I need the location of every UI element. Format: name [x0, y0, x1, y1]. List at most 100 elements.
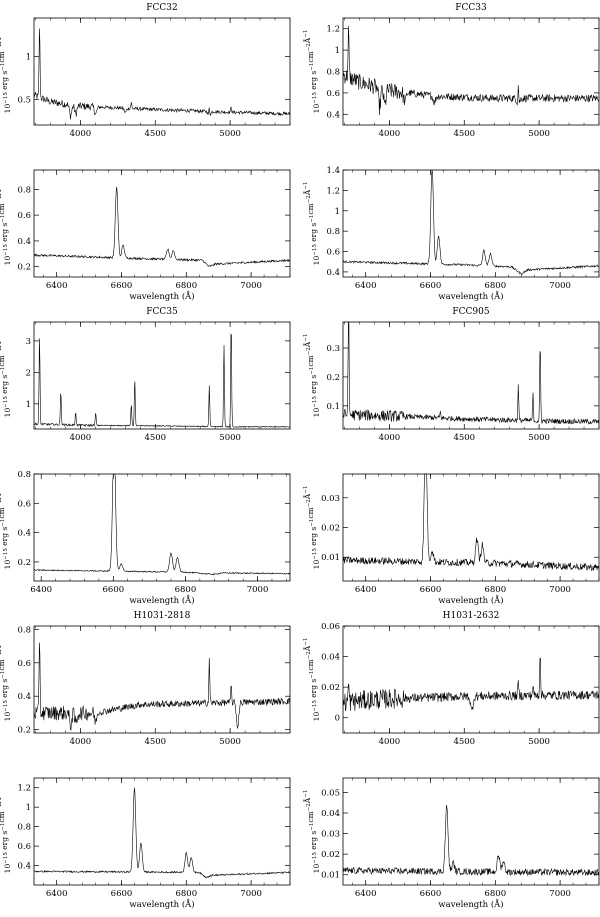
x-tick-label: 4000 — [379, 737, 401, 747]
y-tick-label: 0.1 — [326, 402, 340, 412]
y-tick-label: 0.8 — [326, 68, 340, 78]
y-label-part: −1 — [309, 63, 315, 71]
y-label-part: erg s — [309, 527, 318, 549]
x-tick-label: 4000 — [70, 129, 92, 139]
x-axis-label: wavelength (Å) — [438, 594, 503, 606]
x-tick-label: 4000 — [379, 129, 401, 139]
x-tick-label: 4500 — [144, 129, 166, 139]
y-label-part: −1 — [303, 30, 309, 38]
plot-frame — [342, 169, 600, 278]
y-tick-label: 0.8 — [17, 823, 31, 833]
x-tick-label: 6600 — [420, 889, 442, 899]
y-tick-label: 0.4 — [17, 862, 31, 872]
y-tick-label: 0.6 — [17, 842, 31, 852]
y-tick-label: 1.2 — [326, 25, 340, 35]
y-label-part: 10 — [312, 560, 321, 570]
y-label-part: −15 — [312, 244, 318, 256]
y-label-part: −2 — [306, 347, 312, 355]
y-label-part: 10 — [312, 712, 321, 722]
panel-title: H1031-2632 — [443, 611, 500, 621]
y-tick-label: 0.4 — [17, 529, 31, 539]
x-tick-label: 6600 — [420, 585, 442, 595]
y-axis-label: 10−15 erg s−1cm−2Å−1 — [303, 790, 321, 874]
spectrum-line — [33, 333, 291, 428]
y-label-part: −1 — [0, 519, 6, 527]
spectrum-line — [33, 186, 291, 268]
y-tick-label: 0.06 — [321, 622, 340, 632]
spectrum-line — [342, 657, 600, 712]
panel-title: H1031-2818 — [134, 611, 191, 621]
y-tick-label: 0.04 — [321, 653, 340, 663]
y-label-part: −2 — [0, 195, 3, 203]
y-tick-label: 0.02 — [321, 683, 340, 693]
panel-title: FCC33 — [455, 3, 487, 13]
y-label-part: 10 — [312, 104, 321, 114]
y-tick-label: 0.4 — [17, 237, 31, 247]
x-tick-label: 7000 — [247, 585, 269, 595]
y-label-part: −1 — [303, 638, 309, 646]
y-axis-label: 10−15 erg s−1cm−2Å−1 — [303, 486, 321, 570]
x-axis-label: wavelength (Å) — [129, 594, 194, 606]
y-label-part: erg s — [309, 375, 318, 397]
x-tick-label: 5000 — [528, 129, 550, 139]
y-tick-label: 1 — [26, 53, 31, 63]
x-tick-label: 6800 — [484, 889, 506, 899]
y-label-part: 10 — [312, 408, 321, 418]
x-tick-label: 6800 — [175, 585, 197, 595]
y-label-part: erg s — [0, 223, 9, 245]
y-axis-label: 10−15 erg s−1cm−2Å−1 — [0, 182, 12, 266]
x-tick-label: 5000 — [219, 433, 241, 443]
y-tick-label: 0.8 — [17, 470, 31, 480]
y-label-part: −15 — [3, 700, 9, 712]
y-label-part: −15 — [312, 852, 318, 864]
spectrum-line — [342, 473, 600, 571]
y-tick-label: 0.2 — [17, 263, 31, 273]
y-label-part: 10 — [312, 864, 321, 874]
x-tick-label: 5000 — [528, 737, 550, 747]
y-label-part: cm — [306, 659, 315, 670]
x-axis-label: wavelength (Å) — [438, 290, 503, 302]
y-label-part: −15 — [312, 92, 318, 104]
y-tick-label: 1.2 — [17, 784, 31, 794]
x-tick-label: 6800 — [175, 281, 197, 291]
y-label-part: −15 — [3, 548, 9, 560]
y-label-part: −1 — [309, 823, 315, 831]
y-tick-label: 0.3 — [326, 344, 340, 354]
plot-frame — [33, 473, 291, 582]
y-tick-label: 0.5 — [17, 95, 31, 105]
y-label-part: Å — [0, 493, 3, 500]
x-tick-label: 7000 — [240, 889, 262, 899]
y-label-part: −2 — [306, 803, 312, 811]
x-tick-label: 4500 — [453, 433, 475, 443]
y-label-part: erg s — [309, 71, 318, 93]
y-label-part: −1 — [303, 334, 309, 342]
y-label-part: −15 — [312, 700, 318, 712]
x-tick-label: 6600 — [111, 889, 133, 899]
y-label-part: cm — [0, 811, 6, 822]
y-tick-label: 0.6 — [17, 659, 31, 669]
y-label-part: Å — [303, 645, 312, 652]
y-label-part: cm — [0, 355, 6, 366]
y-label-part: −2 — [306, 195, 312, 203]
y-tick-label: 3 — [26, 337, 31, 347]
y-label-part: cm — [0, 659, 6, 670]
y-label-part: Å — [0, 797, 3, 804]
y-label-part: Å — [0, 341, 3, 348]
y-label-part: −1 — [0, 63, 6, 71]
y-label-part: erg s — [309, 679, 318, 701]
y-label-part: −15 — [3, 244, 9, 256]
y-label-part: Å — [0, 645, 3, 652]
y-label-part: −2 — [0, 347, 3, 355]
x-tick-label: 7000 — [549, 889, 571, 899]
y-label-part: −1 — [303, 182, 309, 190]
x-tick-label: 5000 — [219, 129, 241, 139]
x-tick-label: 6600 — [111, 281, 133, 291]
x-tick-label: 5000 — [219, 737, 241, 747]
y-label-part: −15 — [3, 852, 9, 864]
y-tick-label: 1.4 — [326, 166, 340, 176]
x-tick-label: 6400 — [46, 281, 68, 291]
y-label-part: 10 — [3, 256, 12, 266]
x-tick-label: 4500 — [144, 433, 166, 443]
